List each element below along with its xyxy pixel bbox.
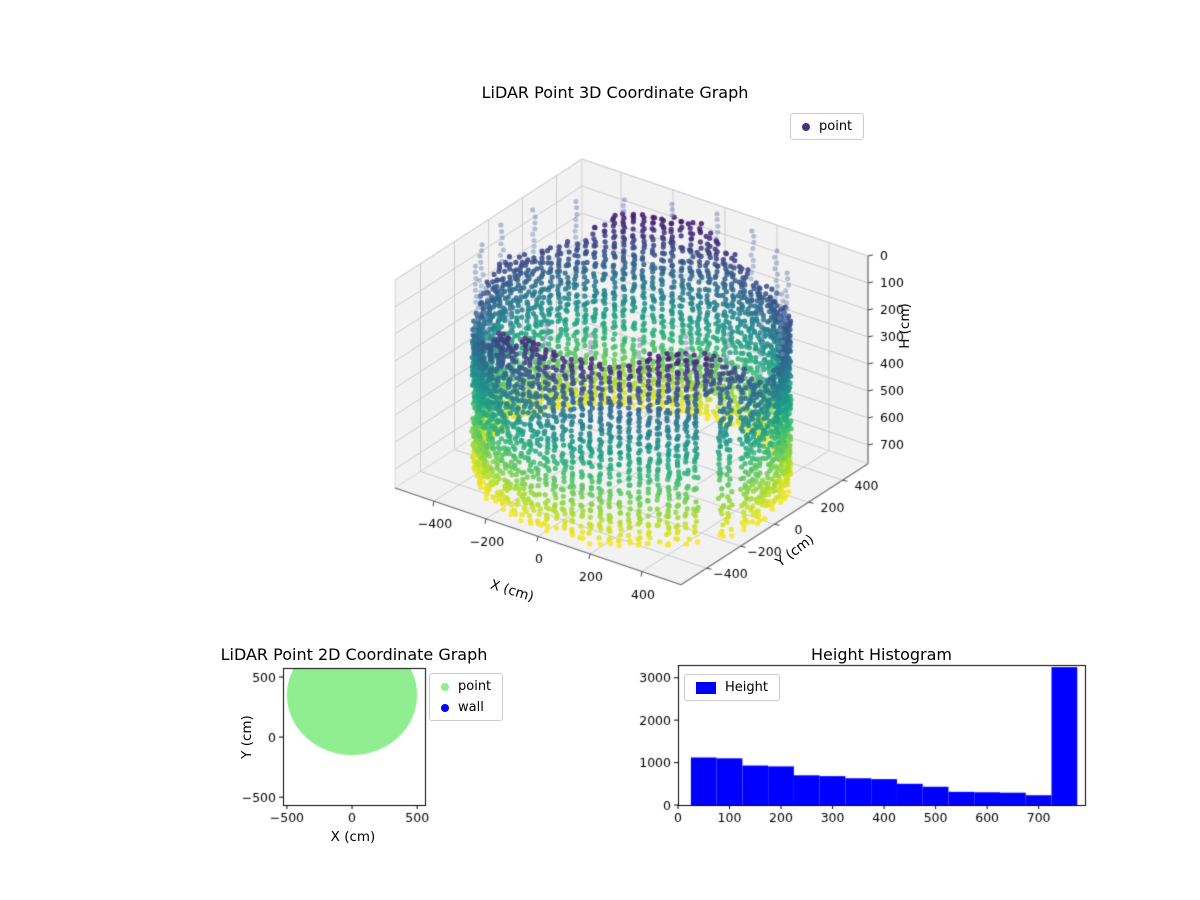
chart-3d-title: LiDAR Point 3D Coordinate Graph xyxy=(481,83,749,102)
legend-2d: point wall xyxy=(429,673,504,721)
point-marker-icon xyxy=(802,122,810,131)
chart-2d-title: LiDAR Point 2D Coordinate Graph xyxy=(220,645,488,664)
legend-item-height: Height xyxy=(696,680,768,695)
legend-3d: point xyxy=(790,113,865,140)
legend-item-point-3d: point xyxy=(802,119,852,134)
legend-label-point-3d: point xyxy=(819,119,853,134)
legend-label-height: Height xyxy=(725,680,768,695)
legend-histogram: Height xyxy=(684,674,780,701)
histogram-title: Height Histogram xyxy=(811,645,952,664)
h-axis-label-3d: H (cm) xyxy=(897,303,913,349)
y-axis-label-2d: Y (cm) xyxy=(239,715,255,759)
point-marker-icon xyxy=(441,682,449,691)
legend-item-point-2d: point xyxy=(441,679,491,694)
wall-marker-icon xyxy=(441,703,449,712)
x-axis-label-2d: X (cm) xyxy=(330,829,376,845)
height-swatch-icon xyxy=(696,681,716,694)
legend-label-point-2d: point xyxy=(458,679,492,694)
legend-label-wall-2d: wall xyxy=(458,700,484,715)
legend-item-wall-2d: wall xyxy=(441,700,491,715)
